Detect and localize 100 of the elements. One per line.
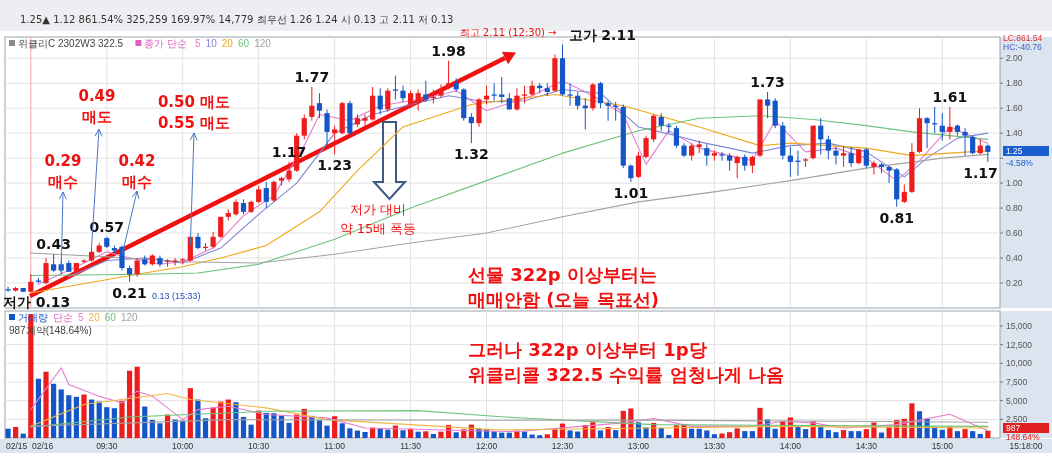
text: -4.58% (1006, 158, 1034, 168)
line-series (30, 419, 989, 427)
chart-title: 위클리C 2302W3 322.5 (18, 38, 124, 49)
candlestick (362, 113, 368, 127)
annotation: 1.23 (317, 157, 352, 174)
candlestick (673, 125, 680, 149)
candlestick (491, 82, 497, 102)
bar (339, 423, 345, 438)
x-tick-label: 12:30 (551, 441, 574, 451)
bar (544, 434, 550, 438)
bar (248, 424, 254, 438)
bar (347, 428, 353, 438)
y-tick-label: 1.80 (1006, 78, 1023, 89)
x-tick-label: 14:00 (779, 441, 802, 451)
text: 20 (88, 312, 101, 323)
bar (954, 431, 961, 438)
y-tick-label: 2.00 (1006, 53, 1023, 64)
bar (818, 427, 824, 438)
x-tick-label: 10:00 (172, 441, 194, 451)
candlestick (332, 125, 338, 155)
x-tick-label: 13:00 (627, 441, 650, 451)
text: 1.25▲ 1.12 861.54% 325,259 169.97% 14,779 최우선 1.26 1.24 시 0.13 고 2.11 저 0.13 (20, 14, 454, 25)
x-tick-label: 14:30 (855, 441, 878, 451)
candlestick (939, 112, 945, 142)
x-tick-label: 15:00 (931, 441, 954, 451)
annotation: 1.98 (431, 42, 466, 59)
text: 5 (195, 38, 201, 49)
candlestick (286, 161, 292, 183)
bar (278, 415, 285, 438)
candlestick (301, 113, 307, 140)
y-tick-label: 1.60 (1006, 103, 1023, 114)
y-tick-label: 12,500 (1006, 339, 1033, 350)
bar (567, 430, 573, 438)
bar (400, 430, 406, 438)
x-tick-label: 09:30 (96, 441, 118, 451)
bar (734, 428, 740, 438)
candlestick (924, 116, 930, 149)
bar (939, 429, 945, 438)
candlestick (271, 180, 277, 203)
bar (438, 431, 444, 438)
text: 20 (221, 38, 234, 49)
candlestick (499, 76, 505, 104)
candlestick (704, 143, 710, 167)
candlestick (43, 257, 49, 285)
bar (719, 433, 725, 438)
annotation: 0.43 (36, 236, 71, 253)
candlestick (476, 97, 482, 128)
text: 02/16 (32, 441, 54, 451)
candlestick (415, 88, 421, 112)
bar (666, 434, 672, 438)
y-tick-label: 0.80 (1006, 203, 1023, 214)
annotation: 선물 322p 이상부터는 매매안함 (오늘 목표선) (468, 264, 659, 310)
y-tick-label: 2,500 (1006, 414, 1028, 425)
candlestick (157, 255, 163, 268)
bar (749, 431, 755, 438)
legend-title: 단순 (53, 312, 73, 323)
value-tag: 987 (1003, 423, 1049, 433)
candlestick (316, 92, 323, 119)
bar (430, 433, 436, 438)
candlestick (787, 146, 793, 178)
bar (537, 435, 543, 438)
bar (689, 428, 695, 438)
candlestick (392, 75, 399, 100)
annotation: 그러나 322p 이상부터 1p당 위클리콜 322.5 수익률 엄청나게 나옴 (468, 339, 785, 385)
bar (856, 431, 862, 438)
annotation: 0.50 매도 0.55 매도 (157, 93, 231, 132)
candlestick (643, 135, 649, 159)
candlestick (605, 100, 611, 122)
y-tick-label: 0.60 (1006, 228, 1023, 239)
annotation: 0.42 매수 (118, 152, 156, 191)
candlestick (719, 151, 725, 162)
annotation: 0.21 (112, 284, 147, 301)
y-tick-label: 1.00 (1006, 178, 1023, 189)
y-tick-label: 0.20 (1006, 278, 1023, 289)
bar (696, 428, 702, 438)
annotation: 최고 2.11 (12:30) → (459, 27, 557, 39)
candlestick (468, 112, 474, 144)
bar (977, 433, 983, 438)
candlestick (134, 257, 140, 278)
candlestick (848, 146, 854, 168)
bar (134, 366, 140, 438)
text: 15:18:00 (1009, 441, 1043, 451)
candlestick (764, 91, 771, 119)
x-tick-label: 12:00 (475, 441, 498, 451)
text: 120 (121, 312, 139, 323)
candlestick (423, 80, 429, 103)
y-tick-label: 1.40 (1006, 128, 1023, 139)
candlestick (385, 87, 391, 113)
candlestick (119, 245, 125, 272)
annotation: 0.81 (879, 209, 914, 226)
bar (453, 432, 459, 438)
bar (423, 431, 429, 438)
candlestick (871, 160, 877, 175)
annotation: 고가 2.11 (568, 27, 636, 44)
bar (362, 431, 368, 438)
candlestick (370, 86, 376, 122)
annotation: 1.01 (613, 184, 649, 201)
candlestick (947, 106, 953, 140)
bar (385, 429, 391, 438)
candlestick (597, 81, 604, 109)
